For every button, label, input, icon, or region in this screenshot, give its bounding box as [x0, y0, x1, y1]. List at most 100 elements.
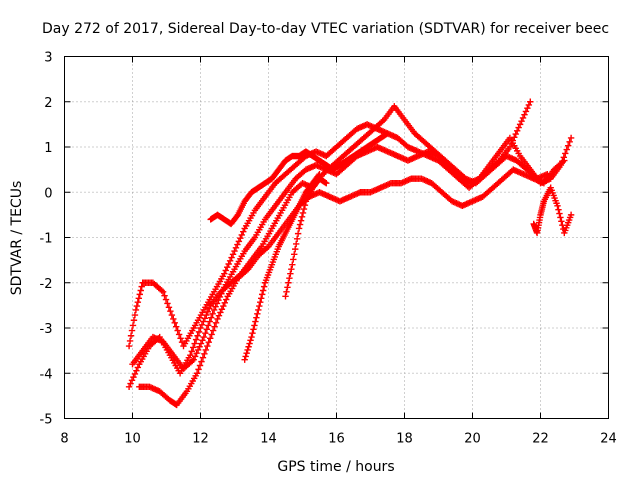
data-point — [284, 284, 291, 291]
x-tick-label: 20 — [464, 432, 481, 447]
x-tick-label: 8 — [60, 432, 68, 447]
data-point — [210, 306, 218, 314]
data-point — [288, 265, 295, 273]
data-point — [209, 310, 216, 317]
data-point — [201, 315, 209, 322]
data-point — [126, 337, 134, 345]
data-point — [519, 114, 527, 122]
data-point — [136, 291, 143, 298]
y-tick-label: -5 — [40, 413, 53, 428]
data-point — [254, 310, 261, 317]
data-point — [506, 143, 514, 151]
data-point — [195, 366, 202, 373]
data-point — [187, 351, 194, 359]
y-tick-label: 3 — [44, 51, 52, 66]
data-point — [245, 343, 252, 350]
data-point — [238, 231, 245, 239]
data-point — [219, 287, 227, 294]
data-point — [199, 337, 206, 344]
data-point — [229, 251, 237, 258]
data-point — [513, 127, 521, 135]
data-point — [212, 319, 220, 327]
data-point — [128, 327, 136, 334]
data-point — [218, 290, 225, 297]
data-point — [137, 287, 144, 294]
data-point — [257, 298, 264, 306]
x-tick-label: 16 — [328, 432, 345, 447]
series-track-7 — [282, 175, 330, 300]
data-point — [228, 254, 235, 261]
y-tick-label: -2 — [40, 277, 53, 292]
data-point — [289, 261, 296, 268]
data-point — [177, 335, 184, 342]
data-point — [132, 306, 140, 314]
data-point — [129, 322, 137, 329]
x-tick-label: 22 — [532, 432, 549, 447]
data-point — [198, 321, 206, 328]
y-tick-label: 1 — [44, 141, 52, 156]
data-point — [188, 348, 195, 355]
data-point — [556, 210, 563, 217]
data-point — [283, 288, 290, 295]
data-point — [190, 356, 197, 363]
data-point — [206, 305, 213, 312]
data-point — [242, 353, 249, 360]
data-point — [125, 383, 133, 391]
data-point — [525, 101, 533, 109]
data-point — [557, 161, 565, 169]
data-point — [171, 319, 178, 327]
data-point — [301, 201, 309, 209]
data-point — [234, 241, 241, 248]
data-point — [255, 306, 262, 314]
data-point — [161, 292, 168, 299]
data-point — [162, 296, 170, 303]
data-point — [558, 218, 565, 225]
data-point — [191, 340, 198, 347]
x-tick-label: 14 — [260, 432, 277, 447]
data-point — [195, 328, 203, 336]
data-point — [207, 335, 214, 342]
data-point — [258, 291, 266, 298]
data-point — [138, 283, 145, 290]
data-point — [128, 377, 136, 384]
y-tick-label: -3 — [40, 322, 53, 337]
data-point — [252, 318, 259, 325]
y-tick-label: -1 — [40, 232, 53, 247]
data-point — [292, 240, 300, 248]
data-point — [224, 264, 231, 271]
data-point — [515, 124, 522, 131]
data-points — [125, 98, 575, 409]
x-tick-label: 10 — [124, 432, 141, 447]
data-point — [563, 146, 570, 153]
x-tick-label: 18 — [396, 432, 413, 447]
data-point — [131, 370, 139, 378]
data-point — [221, 299, 228, 306]
data-point — [199, 354, 207, 361]
data-point — [203, 311, 210, 319]
x-tick-label: 12 — [192, 432, 209, 447]
data-point — [170, 315, 177, 323]
series-track-8 — [530, 184, 575, 237]
data-point — [241, 356, 248, 363]
data-point — [202, 329, 209, 337]
data-point — [291, 251, 298, 258]
data-point — [557, 214, 564, 221]
data-point — [209, 327, 217, 334]
data-point — [202, 346, 210, 354]
data-point — [173, 323, 180, 330]
data-point — [323, 180, 330, 187]
data-point — [527, 98, 534, 105]
data-point — [259, 287, 267, 294]
data-point — [168, 311, 176, 319]
data-point — [135, 295, 143, 302]
data-point — [512, 130, 519, 138]
data-point — [226, 257, 234, 264]
data-point — [258, 295, 265, 302]
data-point — [127, 332, 135, 339]
data-point — [130, 373, 137, 381]
data-point — [246, 340, 253, 347]
data-point — [253, 314, 260, 321]
data-point — [233, 212, 241, 220]
data-point — [293, 235, 301, 242]
